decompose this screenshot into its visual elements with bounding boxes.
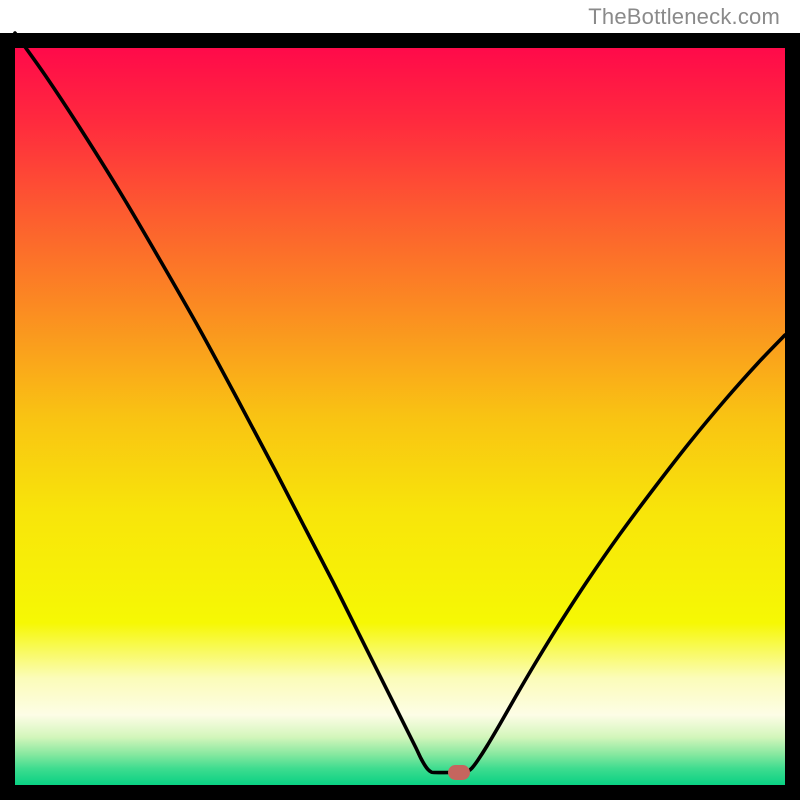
chart-frame: TheBottleneck.com xyxy=(0,0,800,800)
optimum-marker xyxy=(448,765,470,780)
bottleneck-curve xyxy=(0,0,800,800)
curve-path xyxy=(15,33,785,773)
